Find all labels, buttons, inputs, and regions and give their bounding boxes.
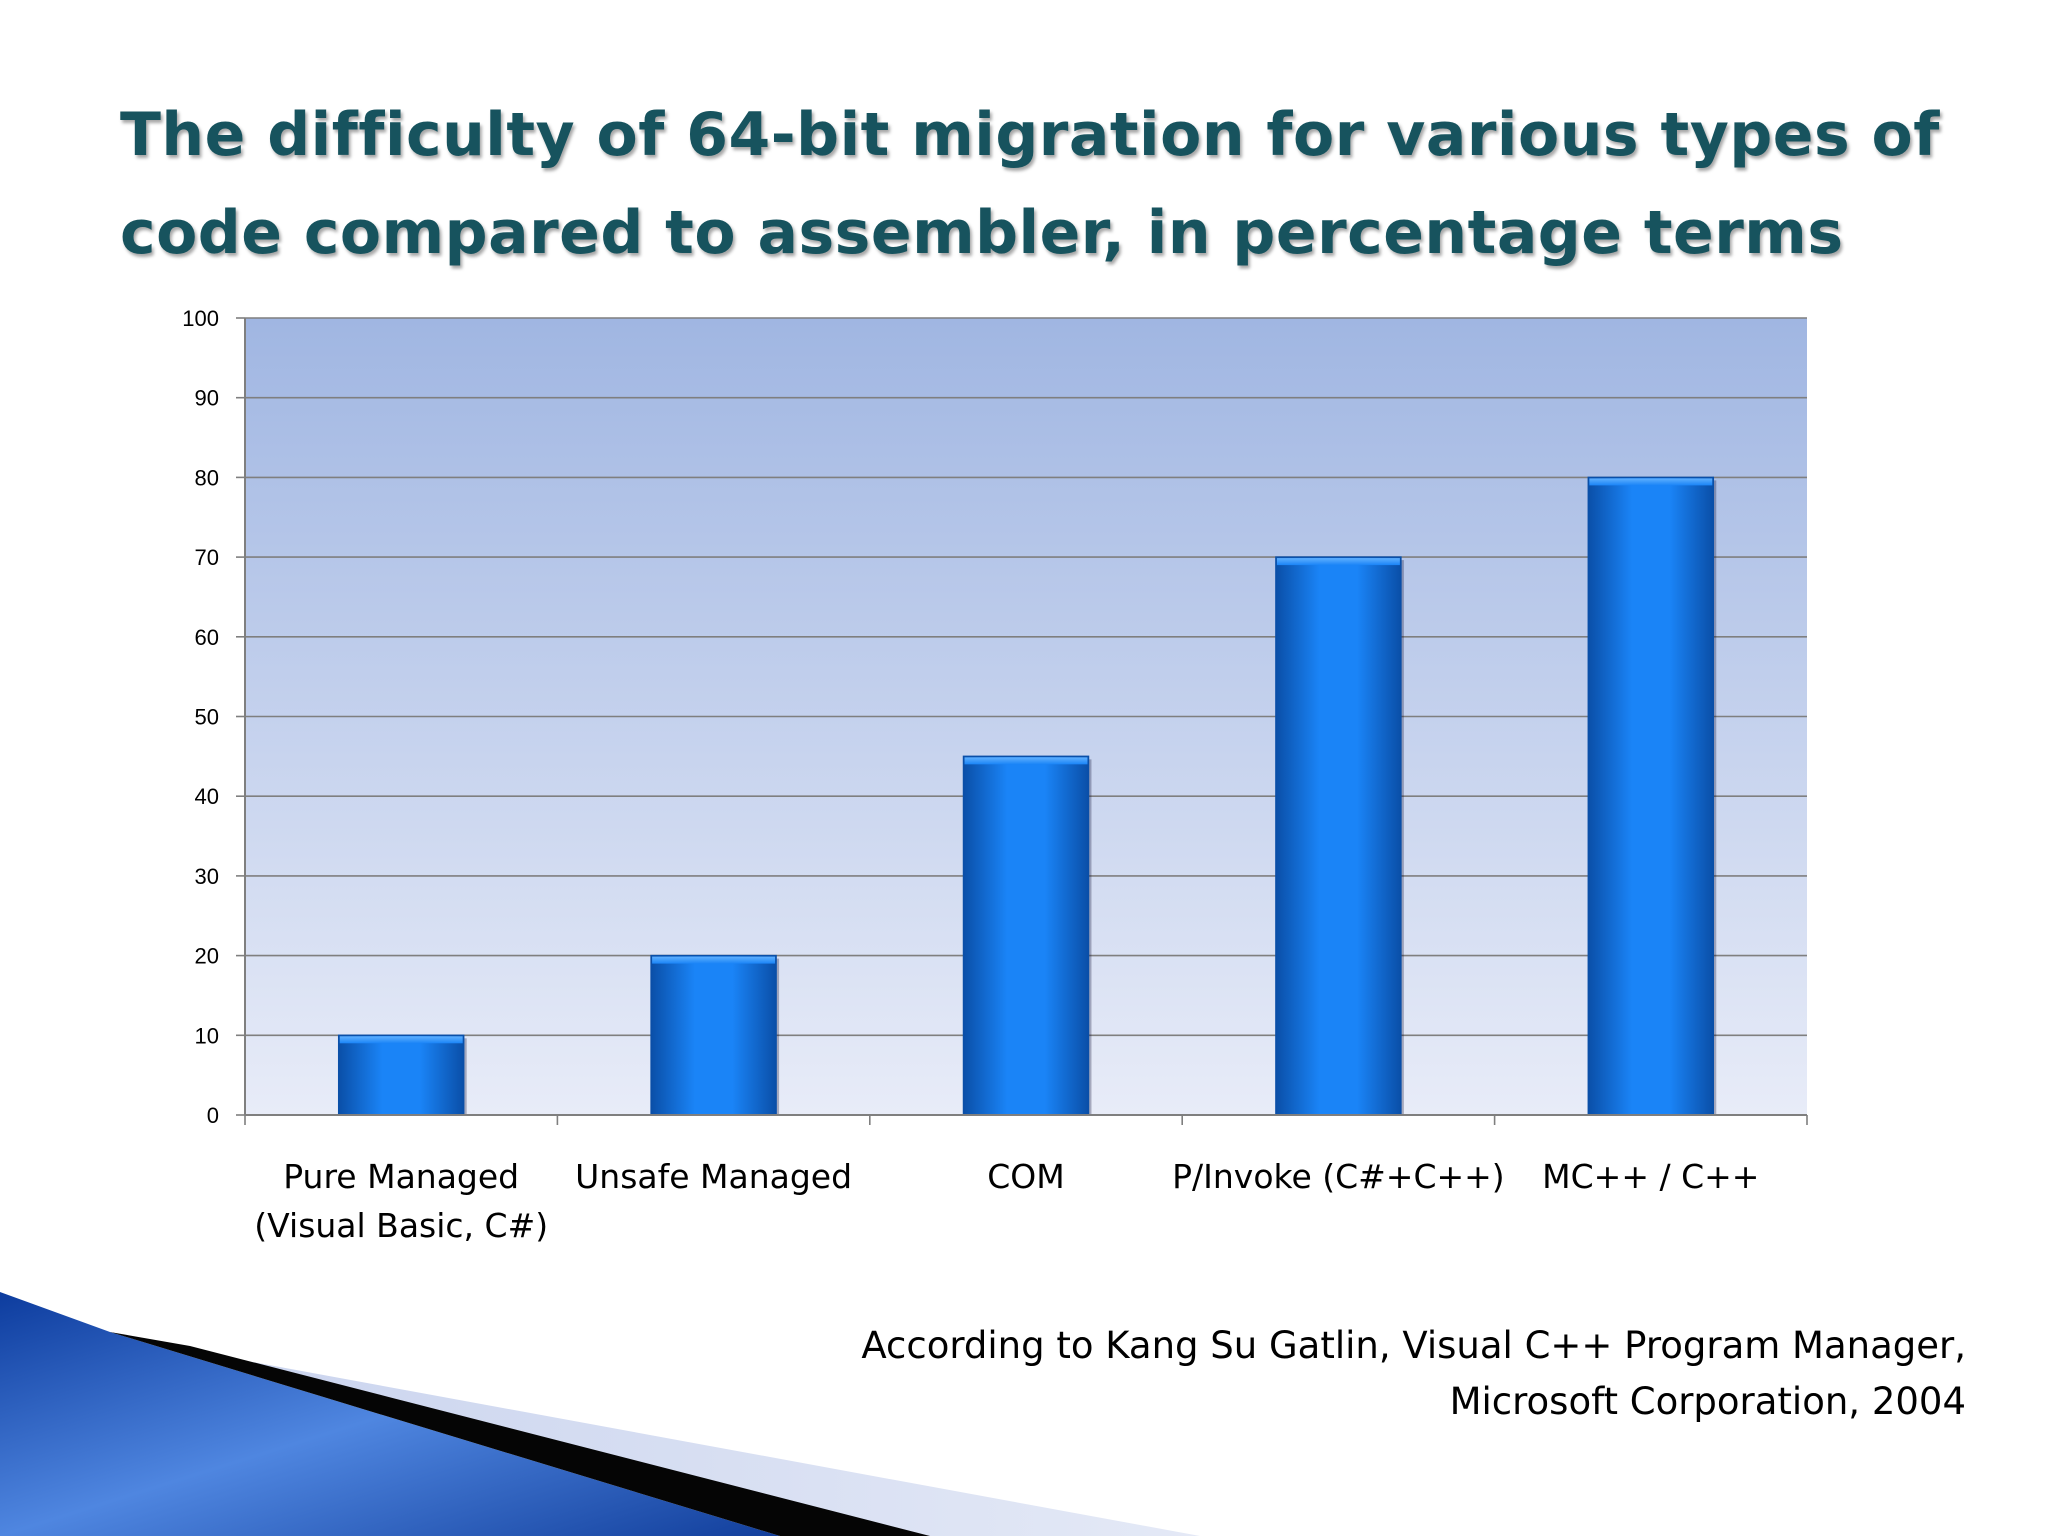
bars (337, 476, 1717, 1116)
y-tick-label: 60 (195, 625, 219, 650)
y-tick-labels: 0 10 20 30 40 50 60 70 80 90 100 (182, 306, 219, 1128)
bar-body (650, 954, 777, 1116)
bar-top-bevel (652, 956, 776, 964)
y-tick-label: 20 (195, 944, 219, 969)
y-tick-label: 80 (195, 465, 219, 490)
title-line-1: The difficulty of 64-bit migration for v… (120, 100, 1940, 170)
title-line-2: code compared to assembler, in percentag… (120, 198, 1844, 268)
bar-top-bevel (1276, 558, 1400, 566)
bar-top-bevel (964, 757, 1088, 765)
y-tick-label: 100 (182, 306, 219, 331)
bar (337, 1034, 467, 1116)
bar-body (1275, 556, 1402, 1116)
axes (236, 317, 1808, 1125)
bar-top-bevel (1589, 478, 1713, 486)
bar (650, 954, 780, 1116)
bar-body (962, 755, 1090, 1116)
x-category-label: Pure Managed (283, 1157, 519, 1196)
source-credit: According to Kang Su Gatlin, Visual C++ … (666, 1318, 1966, 1430)
credit-line-1: According to Kang Su Gatlin, Visual C++ … (861, 1324, 1966, 1367)
swoosh-pale-band (160, 1345, 1200, 1536)
bar (962, 755, 1092, 1116)
x-category-labels: Pure Managed (Visual Basic, C#) Unsafe Man… (254, 1157, 1759, 1245)
y-tick-label: 0 (207, 1103, 219, 1128)
slide-title: The difficulty of 64-bit migration for v… (120, 86, 1940, 282)
bar-body (1587, 476, 1715, 1116)
x-category-label: COM (987, 1157, 1065, 1196)
bar-body (337, 1034, 465, 1116)
swoosh-blue-wedge (0, 1292, 780, 1536)
y-tick-label: 10 (195, 1023, 219, 1048)
bar-top-bevel (339, 1036, 463, 1044)
x-category-label: (Visual Basic, C#) (254, 1206, 548, 1245)
credit-line-2: Microsoft Corporation, 2004 (1449, 1380, 1966, 1423)
y-tick-label: 40 (195, 784, 219, 809)
x-category-label: Unsafe Managed (575, 1157, 852, 1196)
y-tick-label: 30 (195, 864, 219, 889)
bar (1275, 556, 1404, 1116)
bar (1587, 476, 1717, 1116)
x-category-label: MC++ / C++ (1542, 1157, 1759, 1196)
x-category-label: P/Invoke (C#+C++) (1172, 1157, 1505, 1196)
swoosh-black-stripe (110, 1332, 930, 1536)
y-tick-label: 70 (195, 545, 219, 570)
y-tick-label: 90 (195, 386, 219, 411)
y-tick-label: 50 (195, 705, 219, 730)
